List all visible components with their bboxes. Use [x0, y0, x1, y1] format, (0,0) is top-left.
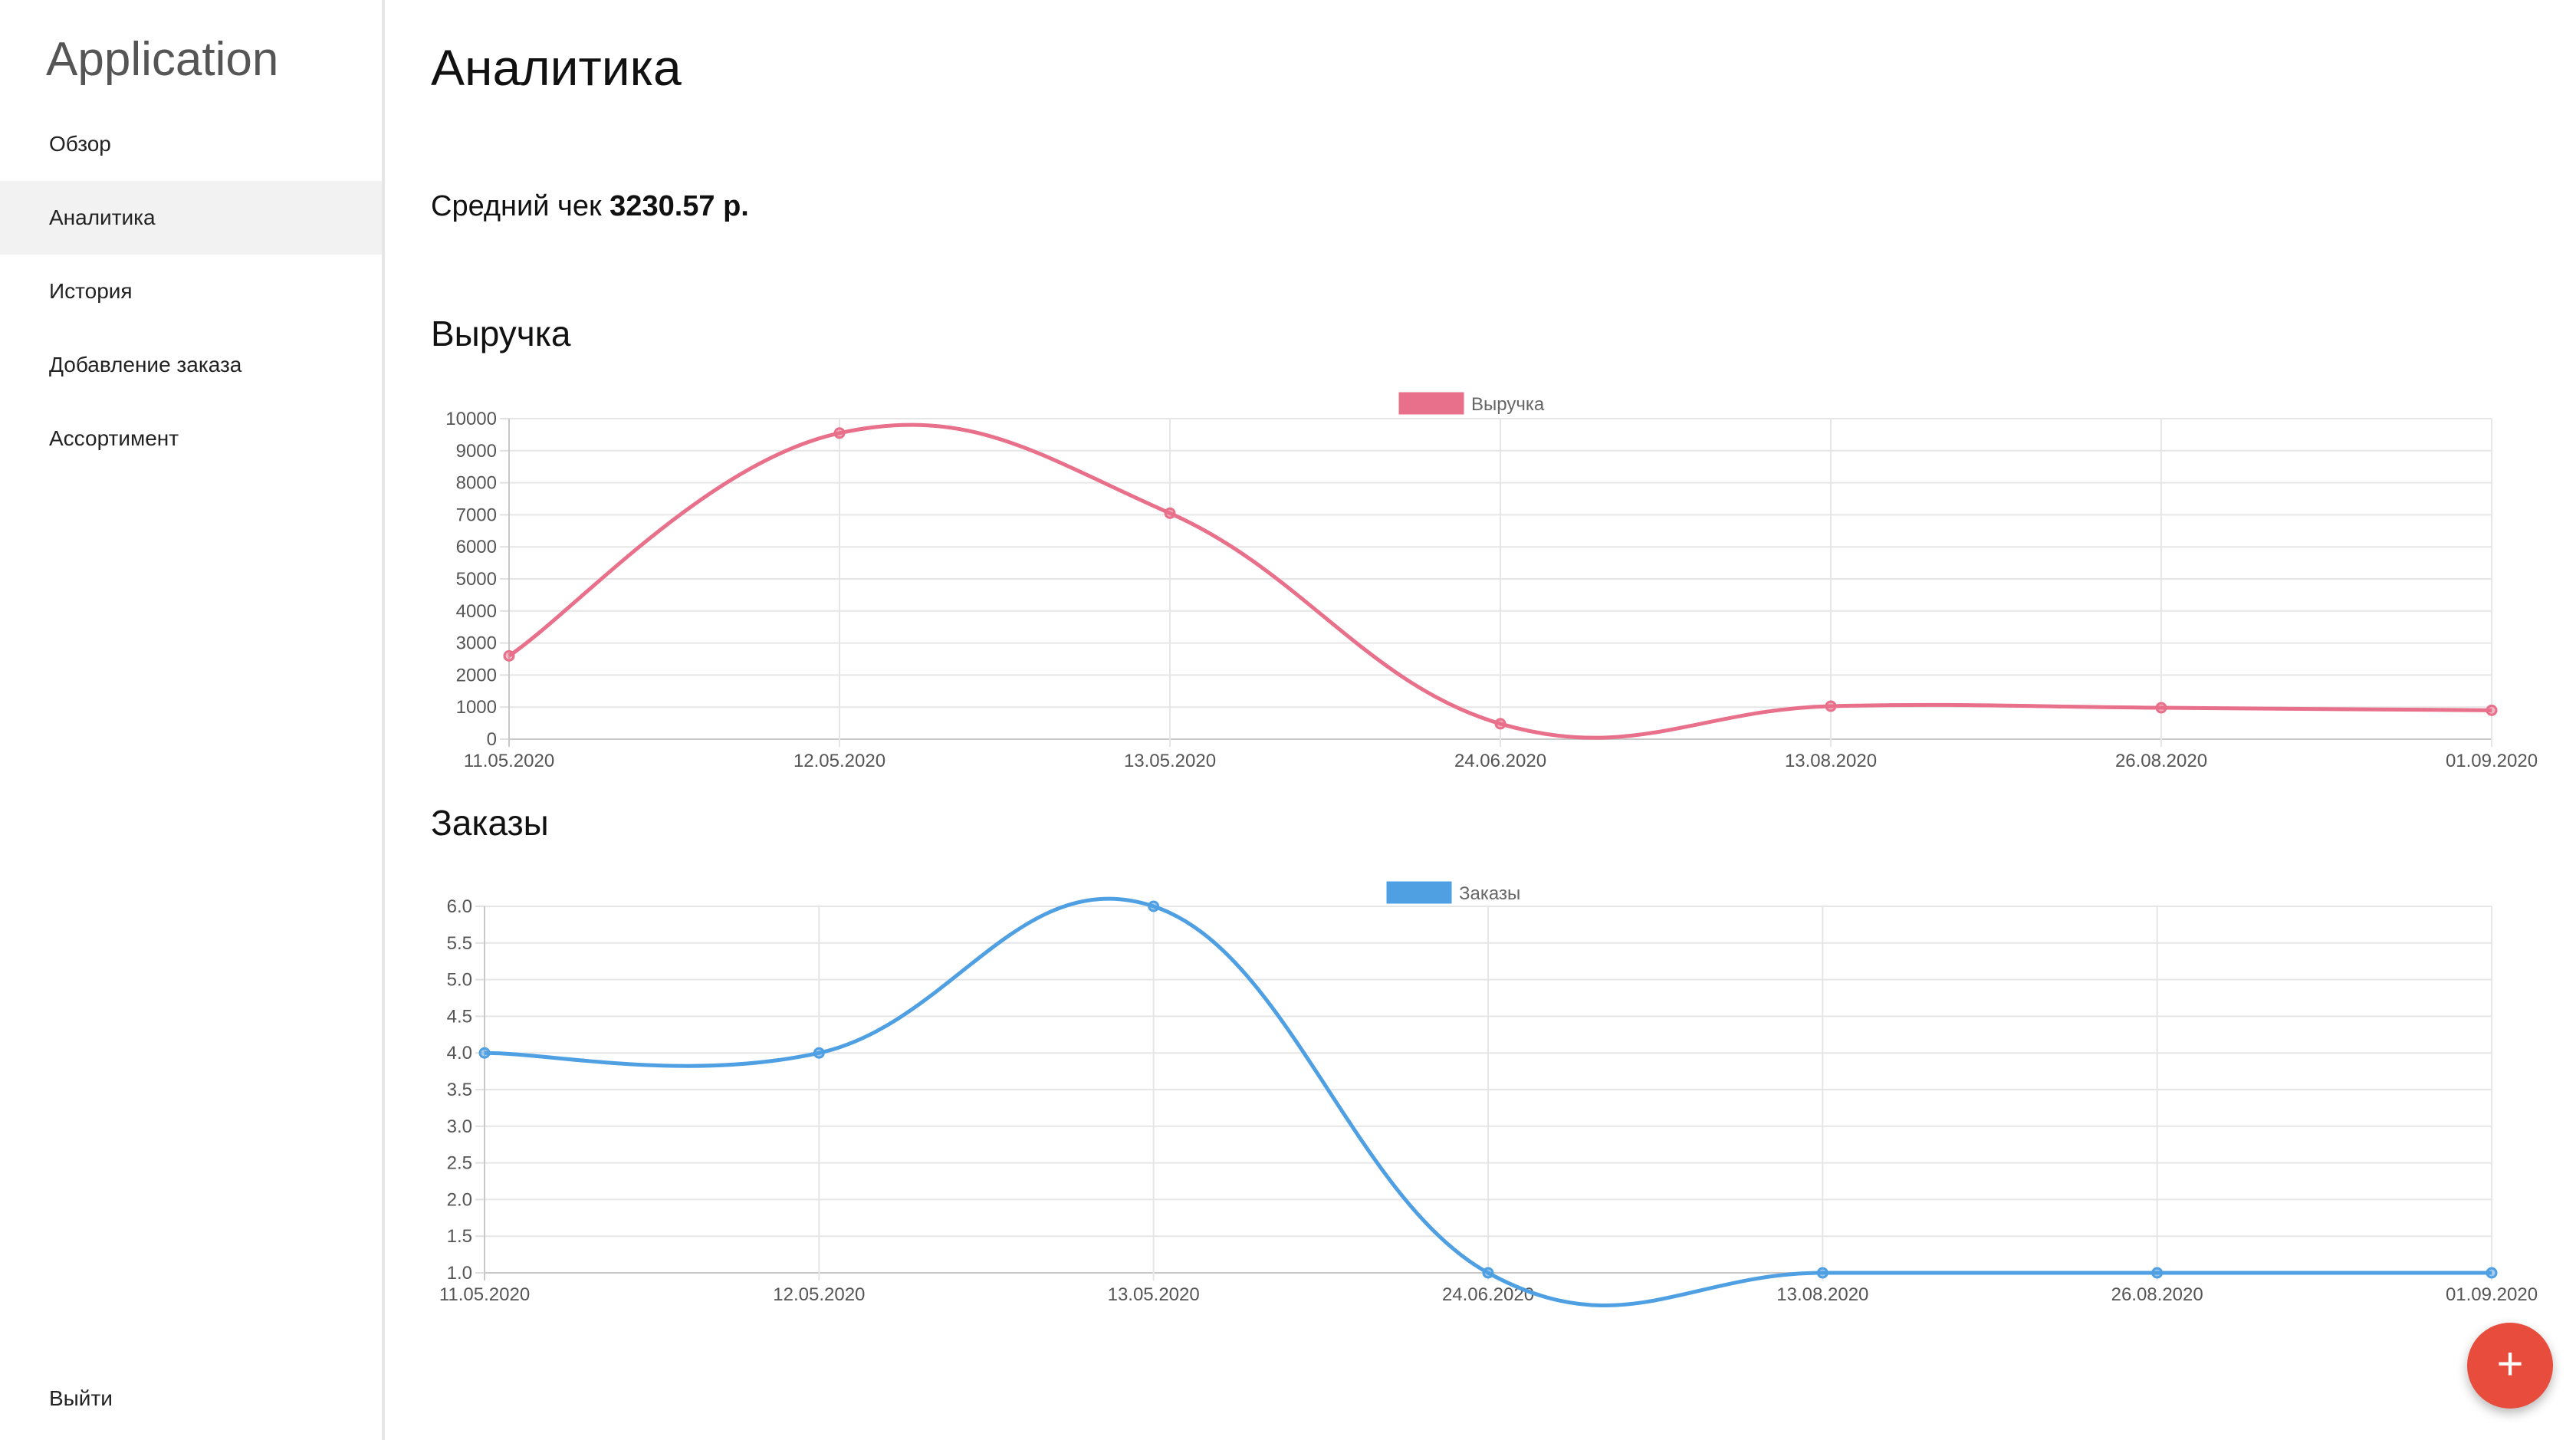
y-tick-label: 1000 [456, 697, 497, 718]
x-tick-label: 13.08.2020 [1785, 751, 1877, 771]
x-tick-label: 01.09.2020 [2446, 1284, 2538, 1305]
y-tick-label: 8000 [456, 473, 497, 494]
sidebar-item-assortment[interactable]: Ассортимент [49, 426, 179, 450]
y-tick-label: 4.5 [447, 1006, 472, 1027]
main-content: Аналитика Средний чек 3230.57 р. Выручка… [385, 0, 2576, 1440]
data-point [2486, 1267, 2498, 1279]
x-tick-label: 13.05.2020 [1124, 751, 1216, 771]
legend-swatch [1398, 392, 1464, 415]
data-point [2151, 1267, 2164, 1279]
add-fab-button[interactable]: + [2467, 1323, 2553, 1409]
sidebar-item-add-order[interactable]: Добавление заказа [49, 353, 242, 376]
orders-chart: Заказы 1.0 1.5 2.0 2.5 3.0 3.5 4.0 4.5 5.0 5.5 6.0 1… [439, 881, 2538, 1307]
y-tick-label: 2.5 [447, 1153, 472, 1174]
x-tick-label: 11.05.2020 [439, 1284, 530, 1305]
data-point [1148, 900, 1160, 912]
y-tick-label: 6.0 [447, 896, 472, 917]
y-tick-label: 5.0 [447, 970, 472, 991]
legend-label: Выручка [1471, 394, 1545, 415]
y-tick-label: 5.5 [447, 933, 472, 954]
data-point [2155, 702, 2167, 714]
y-tick-label: 7000 [456, 505, 497, 525]
y-tick-label: 6000 [456, 537, 497, 557]
data-point [1816, 1267, 1829, 1279]
x-tick-label: 11.05.2020 [464, 751, 554, 771]
data-point [1482, 1267, 1494, 1279]
orders-section-title: Заказы [431, 803, 549, 843]
revenue-section-title: Выручка [431, 314, 571, 353]
app-title: Application [46, 33, 279, 86]
average-check: Средний чек 3230.57 р. [431, 190, 749, 223]
data-point [478, 1047, 491, 1059]
y-tick-label: 9000 [456, 441, 497, 462]
y-tick-label: 0 [487, 729, 497, 750]
legend-swatch [1386, 881, 1452, 904]
x-tick-label: 24.06.2020 [1454, 751, 1546, 771]
y-tick-label: 10000 [445, 409, 497, 429]
x-tick-label: 12.05.2020 [773, 1284, 865, 1305]
y-tick-label: 5000 [456, 569, 497, 590]
data-point [813, 1047, 825, 1059]
legend-label: Заказы [1459, 883, 1520, 904]
sidebar-item-history[interactable]: История [49, 279, 133, 303]
sidebar: Application Обзор Аналитика История Доба… [0, 0, 385, 1440]
x-tick-label: 13.08.2020 [1776, 1284, 1868, 1305]
y-tick-label: 3.0 [447, 1116, 472, 1137]
y-tick-label: 1.0 [447, 1263, 472, 1284]
x-tick-label: 26.08.2020 [2115, 751, 2207, 771]
y-tick-label: 3000 [456, 633, 497, 654]
data-point [833, 427, 846, 439]
logout-link[interactable]: Выйти [49, 1386, 113, 1410]
x-tick-label: 12.05.2020 [794, 751, 886, 771]
data-point [1825, 700, 1837, 712]
data-point [1494, 718, 1506, 730]
y-tick-label: 2.0 [447, 1189, 472, 1210]
sidebar-nav: Обзор Аналитика История Добавление заказ… [0, 107, 382, 475]
data-point [503, 649, 515, 662]
y-tick-label: 4000 [456, 601, 497, 622]
average-check-label: Средний чек [431, 190, 602, 222]
x-tick-label: 26.08.2020 [2111, 1284, 2203, 1305]
data-point [2486, 704, 2498, 716]
x-tick-label: 13.05.2020 [1108, 1284, 1200, 1305]
average-check-value: 3230.57 р. [610, 190, 749, 222]
sidebar-item-overview[interactable]: Обзор [49, 132, 111, 156]
revenue-chart: Выручка 0 1000 2000 3000 4000 5000 6000 7000 8000… [445, 392, 2538, 771]
y-tick-label: 2000 [456, 665, 497, 685]
series-line [508, 422, 2492, 740]
plus-icon: + [2496, 1338, 2524, 1389]
page-title: Аналитика [431, 39, 682, 96]
x-tick-label: 01.09.2020 [2446, 751, 2538, 771]
y-tick-label: 3.5 [447, 1080, 472, 1100]
data-point [1164, 507, 1176, 519]
y-tick-label: 4.0 [447, 1043, 472, 1064]
y-tick-label: 1.5 [447, 1226, 472, 1247]
sidebar-item-analytics[interactable]: Аналитика [0, 181, 382, 255]
